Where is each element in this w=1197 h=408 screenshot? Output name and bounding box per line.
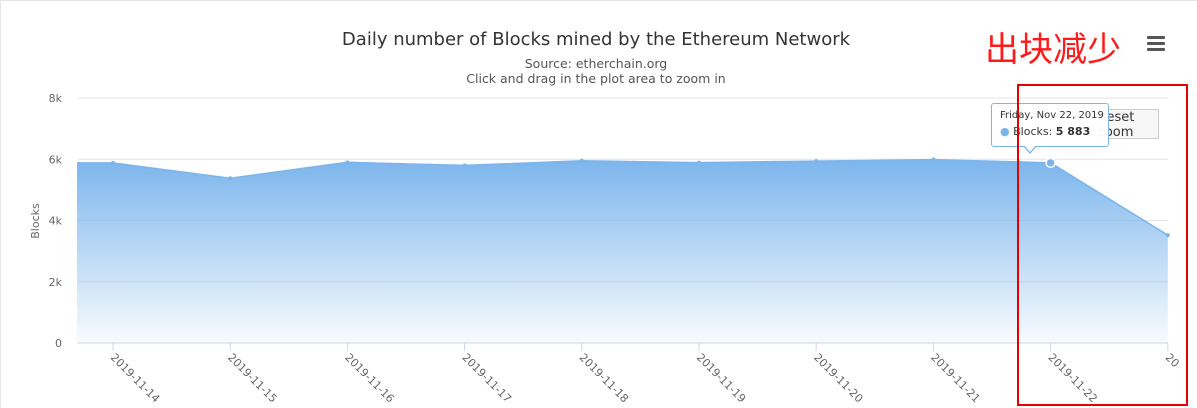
x-tick-label: 2019-11-21 [928, 351, 982, 405]
tooltip-value: 5 883 [1055, 125, 1091, 138]
chart-subtitle: Source: etherchain.org Click and drag in… [0, 56, 1192, 86]
data-point[interactable] [814, 159, 819, 164]
series-area [77, 159, 1168, 343]
data-point[interactable] [579, 158, 584, 163]
tooltip-row: ● Blocks: 5 883 [1000, 125, 1100, 138]
y-tick-label: 6k [49, 153, 63, 166]
chart-source: Source: etherchain.org [524, 56, 668, 71]
x-tick-label: 2019-11-15 [225, 351, 279, 405]
x-tick-label: 2019-11-20 [811, 351, 865, 405]
y-tick-label: 0 [55, 337, 62, 350]
y-tick-label: 4k [49, 215, 63, 228]
annotation-text: 出块减少 [985, 30, 1121, 70]
tooltip-series-dot: ● [1000, 125, 1010, 138]
data-point[interactable] [228, 176, 233, 181]
tooltip: Friday, Nov 22, 2019 ● Blocks: 5 883 [991, 103, 1109, 147]
x-tick-label: 2019-11-18 [577, 351, 631, 405]
x-tick-label: 2019-11-19 [694, 351, 748, 405]
data-point[interactable] [345, 160, 350, 165]
data-point[interactable] [931, 157, 936, 162]
data-point[interactable] [697, 160, 701, 165]
y-tick-label: 8k [49, 92, 63, 105]
hamburger-menu-icon[interactable] [1143, 33, 1169, 57]
x-tick-label: 2019-11-17 [459, 351, 513, 405]
tooltip-series-label: Blocks: [1013, 125, 1053, 138]
data-point[interactable] [462, 163, 467, 168]
chart-title: Daily number of Blocks mined by the Ethe… [341, 29, 851, 50]
x-tick-label: 2019-11-14 [108, 351, 162, 405]
chart-zoom-hint: Click and drag in the plot area to zoom … [466, 71, 726, 86]
y-axis-label: Blocks [29, 203, 42, 239]
tooltip-arrow-inner [1024, 145, 1036, 152]
annotation-highlight-box [1017, 84, 1188, 406]
tooltip-date: Friday, Nov 22, 2019 [1000, 110, 1104, 121]
data-point-highlighted[interactable] [1045, 157, 1056, 169]
y-tick-label: 2k [49, 276, 63, 289]
data-point[interactable] [1165, 233, 1170, 238]
data-point[interactable] [111, 160, 115, 165]
x-tick-label: 2019-11-16 [342, 351, 396, 405]
